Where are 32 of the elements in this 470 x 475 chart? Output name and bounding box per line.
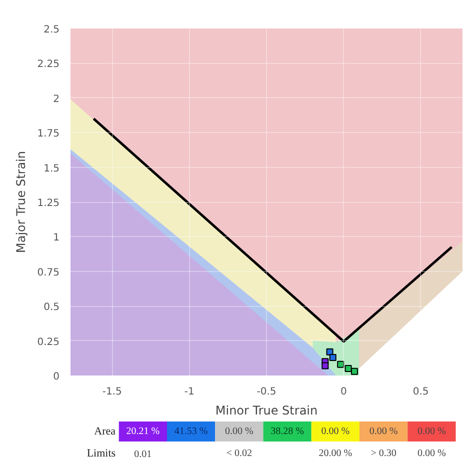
text: 0.00 % <box>321 426 350 437</box>
y-tick-label: 1.5 <box>44 163 60 174</box>
text: 0.00 % <box>225 426 254 437</box>
y-tick-label: 1.25 <box>37 198 60 209</box>
y-tick-label: 1 <box>53 232 60 244</box>
text: 0.00 % <box>418 448 446 459</box>
text: 0.00 % <box>418 426 446 437</box>
text: Area <box>94 426 116 438</box>
x-tick-label: 0.5 <box>412 386 429 398</box>
y-tick-label: 0.25 <box>37 336 60 348</box>
y-tick-label: 2.5 <box>44 24 60 36</box>
y-tick-label: 2 <box>53 94 60 105</box>
y-tick-label: 0.75 <box>37 267 60 278</box>
text: > 0.30 <box>370 448 396 459</box>
x-tick-label: 0 <box>340 386 347 398</box>
y-tick-label: 2.25 <box>37 59 60 70</box>
x-tick-label: -0.5 <box>256 386 276 398</box>
y-axis-title: Major True Strain <box>14 151 28 253</box>
text: < 0.02 <box>226 448 252 459</box>
x-axis-title: Minor True Strain <box>215 404 318 418</box>
y-tick-label: 0.5 <box>44 302 60 314</box>
text: 20.21 % <box>126 426 160 437</box>
text: Limits <box>86 448 116 460</box>
x-tick-label: -1 <box>184 386 194 398</box>
text: 41.53 % <box>174 426 208 437</box>
text: 20.00 % <box>318 448 352 459</box>
text: 0.00 % <box>369 426 398 437</box>
x-tick-label: -1.5 <box>102 386 122 398</box>
text: 38.28 % <box>270 426 304 437</box>
y-tick-label: 0 <box>53 372 60 382</box>
y-tick-label: 1.75 <box>37 128 60 140</box>
text: 0.01 <box>134 449 152 460</box>
